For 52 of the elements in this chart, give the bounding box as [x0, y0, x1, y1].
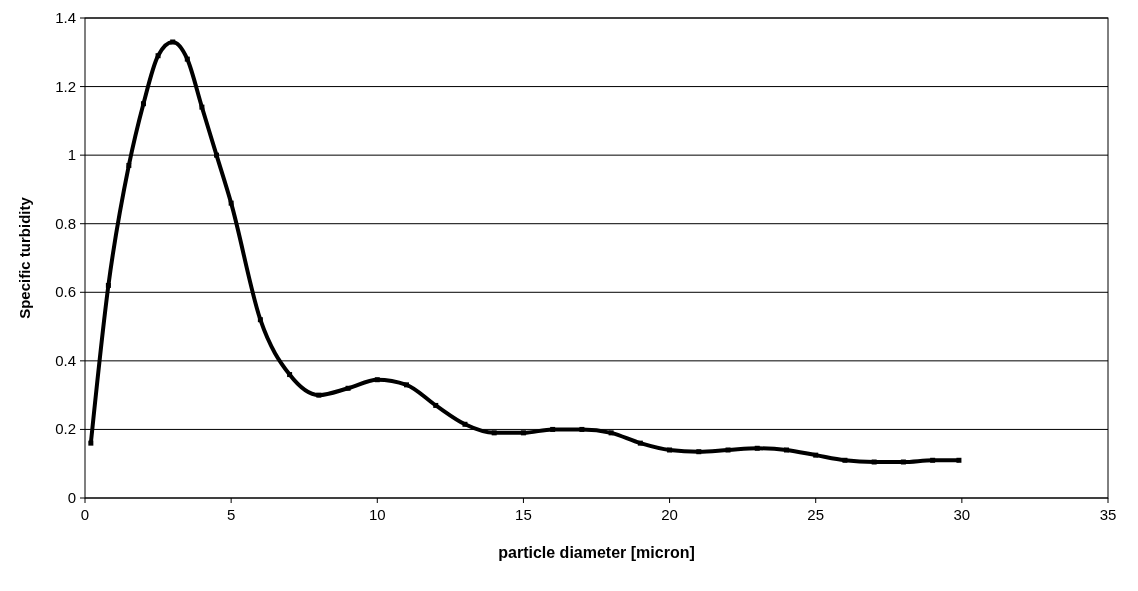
x-tick-label: 20	[661, 506, 678, 523]
point	[199, 104, 205, 110]
point	[184, 56, 190, 62]
x-tick-label: 35	[1099, 506, 1117, 523]
y-tick-label: 1.2	[55, 77, 76, 95]
x-tick-label: 25	[807, 506, 825, 523]
point	[667, 447, 673, 453]
point	[783, 447, 789, 453]
point	[105, 282, 111, 288]
point	[491, 430, 497, 436]
point	[608, 430, 614, 436]
point	[462, 421, 468, 427]
x-axis-title: particle diameter [micron]	[498, 544, 695, 561]
point	[550, 426, 556, 432]
point	[871, 459, 877, 465]
y-tick-label: 1.4	[55, 9, 76, 26]
point	[170, 39, 176, 45]
y-tick-label: 1	[67, 146, 76, 164]
point	[214, 152, 220, 158]
x-tick-label: 0	[80, 506, 90, 523]
point	[433, 402, 439, 408]
point	[126, 162, 132, 168]
point	[155, 53, 161, 59]
point	[637, 440, 643, 446]
point	[754, 445, 760, 451]
point	[579, 426, 585, 432]
point	[88, 440, 94, 446]
x-tick-label: 30	[953, 506, 971, 523]
point	[813, 452, 819, 458]
point	[956, 457, 962, 463]
point	[930, 457, 936, 463]
point	[842, 457, 848, 463]
point	[404, 382, 410, 388]
point	[140, 101, 146, 107]
point	[374, 377, 380, 383]
point	[316, 392, 322, 398]
x-tick-label: 10	[368, 506, 386, 523]
point	[725, 447, 731, 453]
point	[345, 385, 351, 391]
point	[287, 372, 293, 378]
x-tick-label: 15	[515, 506, 532, 523]
point	[520, 430, 526, 436]
y-tick-label: 0.2	[55, 420, 76, 438]
y-axis-title: Specific turbidity	[16, 196, 33, 319]
x-tick-label: 5	[226, 506, 236, 523]
point	[257, 317, 263, 323]
y-tick-label: 0.4	[55, 351, 76, 369]
y-tick-label: 0	[67, 489, 76, 506]
y-tick-label: 0.6	[55, 283, 76, 301]
point	[228, 200, 234, 206]
point	[696, 449, 702, 455]
y-tick-label: 0.8	[55, 214, 76, 232]
